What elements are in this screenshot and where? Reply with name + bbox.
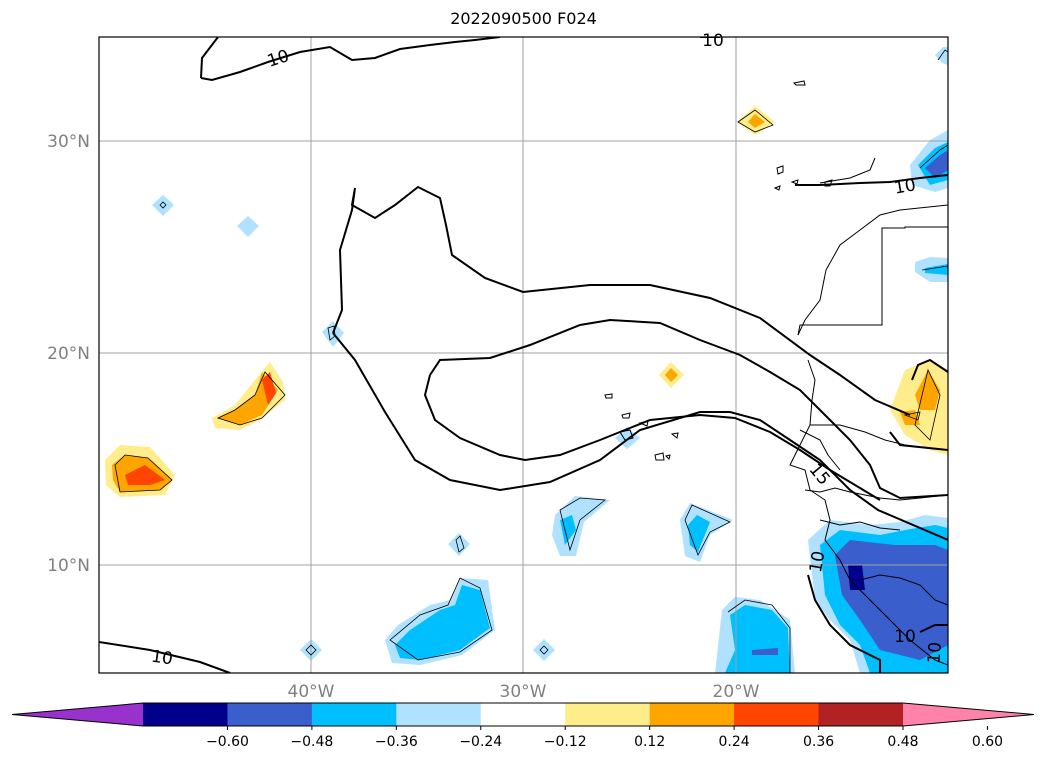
map-gridlines	[99, 37, 948, 673]
colorbar-tick-label: 0.48	[887, 734, 918, 750]
plot-frame	[98, 36, 949, 674]
colorbar-tick-label: −0.48	[290, 734, 333, 750]
contour-label: 10	[893, 175, 918, 198]
colorbar-segment	[396, 703, 482, 726]
contour-label: 10	[806, 549, 829, 574]
longitude-labels: 40°W 30°W 20°W	[288, 682, 760, 702]
colorbar-segment	[480, 703, 566, 726]
colorbar-segment	[734, 703, 820, 726]
latitude-labels: 30°N 20°N 10°N	[47, 132, 90, 576]
colorbar-tick-label: 0.36	[803, 734, 834, 750]
colorbar-tick-label: 0.24	[719, 734, 750, 750]
colorbar-tick-label: −0.24	[459, 734, 502, 750]
lat-label: 20°N	[47, 344, 90, 364]
lat-label: 30°N	[47, 132, 90, 152]
colorbar-tick-label: 0.60	[972, 734, 1003, 750]
contour-label: 10	[150, 647, 174, 670]
contour-label: 10	[702, 31, 724, 51]
colorbar-segment	[227, 703, 313, 726]
main-contours	[99, 37, 948, 673]
colorbar-tick-label: −0.12	[544, 734, 587, 750]
colorbar-tick-label: −0.36	[375, 734, 418, 750]
contour-label: 10	[924, 641, 946, 664]
colorbar-outline	[11, 702, 1035, 727]
colorbar-segment	[649, 703, 735, 726]
lon-label: 40°W	[288, 682, 335, 702]
colorbar: −0.60 −0.48 −0.36 −0.24 −0.12 0.12 0.24 0.36 0.4…	[11, 702, 1035, 750]
colorbar-tick-label: 0.12	[634, 734, 665, 750]
colorbar-extend-low	[12, 703, 143, 726]
colorbar-segment	[143, 703, 228, 726]
lon-label: 20°W	[713, 682, 760, 702]
anomaly-contour-outlines	[114, 49, 948, 673]
contour-label: 10	[894, 627, 916, 647]
lon-label: 30°W	[500, 682, 547, 702]
map-title: 2022090500 F024	[450, 9, 597, 28]
colorbar-segment	[818, 703, 904, 726]
lat-label: 10°N	[47, 556, 90, 576]
contour-labels: 10 10 10 10 15 10 10 10	[150, 31, 946, 669]
colorbar-segment	[565, 703, 651, 726]
colorbar-extend-high	[903, 703, 1034, 726]
colorbar-tick-label: −0.60	[206, 734, 249, 750]
colorbar-segment	[311, 703, 397, 726]
